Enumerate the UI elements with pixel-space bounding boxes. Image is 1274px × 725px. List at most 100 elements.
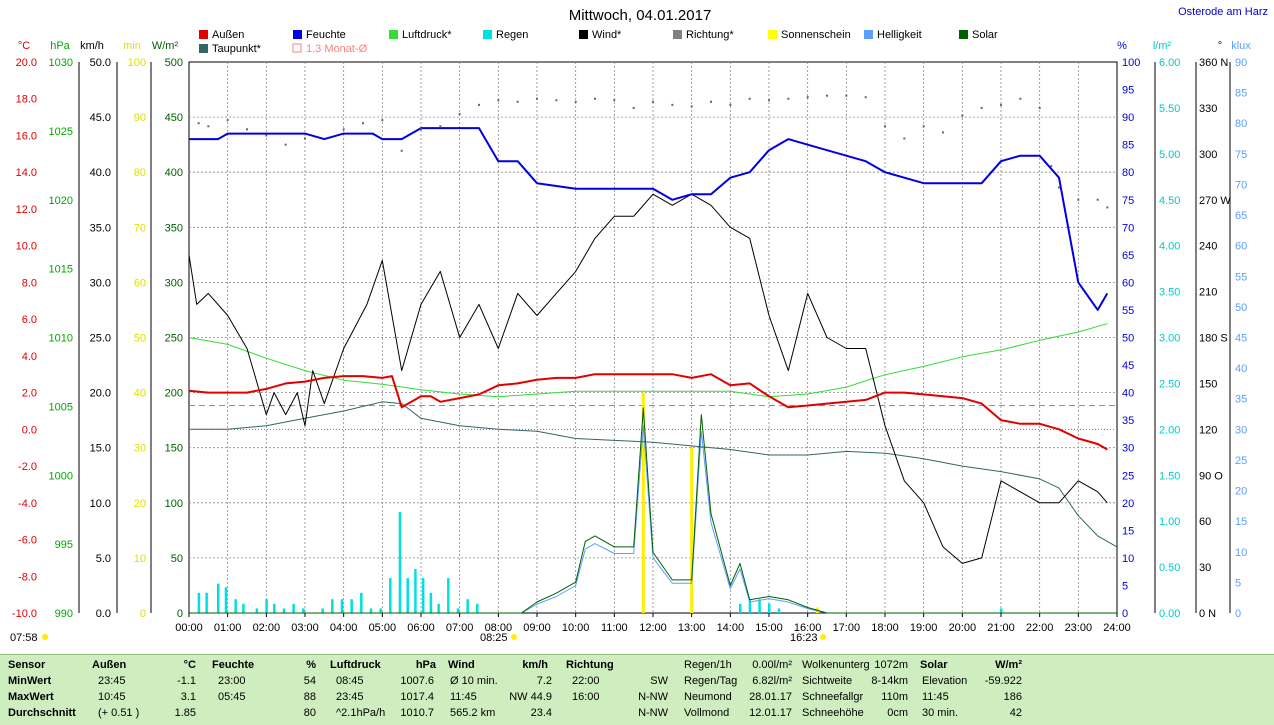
direction-tick-label: 120 xyxy=(1199,424,1217,436)
rain-bar xyxy=(398,511,402,613)
pressure-axis-unit: hPa xyxy=(50,40,70,52)
time-tick-label: 02:00 xyxy=(253,622,281,634)
direction-point xyxy=(1000,103,1002,106)
first-sun-time: 08:25 xyxy=(480,632,508,644)
humidity-tick-label: 75 xyxy=(1122,195,1134,207)
misc-stat-value: 110m xyxy=(881,691,908,703)
solar-tick-label: 400 xyxy=(165,167,183,179)
misc-stat-value: 1072m xyxy=(874,659,908,671)
temp-tick-label: 8.0 xyxy=(22,277,37,289)
temp-tick-label: 6.0 xyxy=(22,314,37,326)
rain-tick-label: 2.00 xyxy=(1159,424,1180,436)
sun-tick-label: 70 xyxy=(134,222,146,234)
rain-tick-label: 4.50 xyxy=(1159,195,1180,207)
table-row-label: Durchschnitt xyxy=(8,707,76,719)
legend-label: Luftdruck* xyxy=(402,29,452,41)
humidity-tick-label: 60 xyxy=(1122,277,1134,289)
direction-point xyxy=(574,100,577,103)
humidity-tick-label: 100 xyxy=(1122,57,1140,69)
legend-swatch xyxy=(579,30,588,39)
direction-point xyxy=(613,99,616,102)
direction-tick-label: 30 xyxy=(1199,562,1211,574)
sunrise-time: 07:58 xyxy=(10,632,38,644)
table-header: Außen xyxy=(92,659,127,671)
direction-point xyxy=(787,97,790,100)
time-tick-label: 03:00 xyxy=(291,622,319,634)
table-header: % xyxy=(306,659,316,671)
humidity-tick-label: 10 xyxy=(1122,553,1134,565)
series-line-wind xyxy=(188,193,1108,564)
table-cell: N-NW xyxy=(638,691,668,703)
rain-stat-value: 0.00l/m² xyxy=(752,659,792,671)
table-cell: (+ 0.51 ) xyxy=(98,707,140,719)
temp-tick-label: -8.0 xyxy=(18,571,37,583)
temp-tick-label: 12.0 xyxy=(16,204,37,216)
direction-point xyxy=(362,122,364,125)
rain-bar xyxy=(255,608,259,613)
solar-stat-label: 30 min. xyxy=(922,707,959,719)
table-cell: SW xyxy=(650,675,668,687)
temp-tick-label: -4.0 xyxy=(18,498,37,510)
table-cell: 08:45 xyxy=(336,675,364,687)
rain-bar xyxy=(282,608,286,613)
humidity-tick-label: 55 xyxy=(1122,305,1134,317)
table-header: Richtung xyxy=(566,659,614,671)
lux-tick-label: 85 xyxy=(1235,88,1247,100)
time-tick-label: 05:00 xyxy=(369,622,397,634)
direction-axis-unit: ° xyxy=(1218,40,1222,52)
rain-bar xyxy=(369,608,373,613)
legend-swatch xyxy=(292,43,302,53)
direction-point xyxy=(845,94,848,97)
humidity-tick-label: 30 xyxy=(1122,443,1134,455)
direction-point xyxy=(536,97,538,100)
sun-tick-label: 40 xyxy=(134,388,146,400)
pressure-tick-label: 990 xyxy=(55,608,73,620)
pressure-tick-label: 995 xyxy=(55,539,73,551)
humidity-tick-label: 5 xyxy=(1122,580,1128,592)
solar-tick-label: 100 xyxy=(165,498,183,510)
direction-point xyxy=(1096,198,1099,201)
time-tick-label: 19:00 xyxy=(910,622,938,634)
time-tick-label: 06:00 xyxy=(407,622,435,634)
table-header: hPa xyxy=(415,659,436,671)
rain-bar xyxy=(242,603,245,613)
pressure-tick-label: 1020 xyxy=(49,195,73,207)
direction-point xyxy=(246,128,248,131)
sun-tick-label: 50 xyxy=(134,333,146,345)
misc-stat-label: Wolkenunterg xyxy=(802,659,870,671)
lux-tick-label: 80 xyxy=(1235,118,1247,130)
solar-tick-label: 450 xyxy=(165,112,183,124)
lux-tick-label: 90 xyxy=(1235,57,1247,69)
solar-axis-unit: W/m² xyxy=(152,40,179,52)
rain-bar xyxy=(456,608,460,613)
wind-tick-label: 15.0 xyxy=(90,443,111,455)
table-header: Sensor xyxy=(8,659,46,671)
wind-tick-label: 40.0 xyxy=(90,167,111,179)
sun-tick-label: 90 xyxy=(134,112,146,124)
direction-point xyxy=(748,97,751,100)
rain-bar xyxy=(739,603,742,613)
lux-tick-label: 60 xyxy=(1235,241,1247,253)
chart-title: Mittwoch, 04.01.2017 xyxy=(569,7,712,24)
humidity-axis-unit: % xyxy=(1117,40,1127,52)
temp-tick-label: -10.0 xyxy=(12,608,37,620)
direction-point xyxy=(729,103,732,106)
sun-tick-label: 100 xyxy=(128,57,146,69)
humidity-tick-label: 85 xyxy=(1122,140,1134,152)
table-cell: 10:45 xyxy=(98,691,126,703)
direction-point xyxy=(265,134,268,137)
pressure-tick-label: 1015 xyxy=(49,264,73,276)
direction-point xyxy=(400,149,403,152)
humidity-tick-label: 40 xyxy=(1122,388,1134,400)
direction-point xyxy=(458,113,461,116)
lux-tick-label: 20 xyxy=(1235,486,1247,498)
rain-bar xyxy=(447,578,450,613)
temp-tick-label: -2.0 xyxy=(18,461,37,473)
rain-bar xyxy=(350,599,353,613)
rain-bar xyxy=(414,568,417,613)
wind-tick-label: 35.0 xyxy=(90,222,111,234)
rain-bar xyxy=(205,592,208,613)
misc-stat-label: Schneehöhe xyxy=(802,707,864,719)
rain-bar xyxy=(748,599,752,613)
rain-tick-label: 5.50 xyxy=(1159,103,1180,115)
